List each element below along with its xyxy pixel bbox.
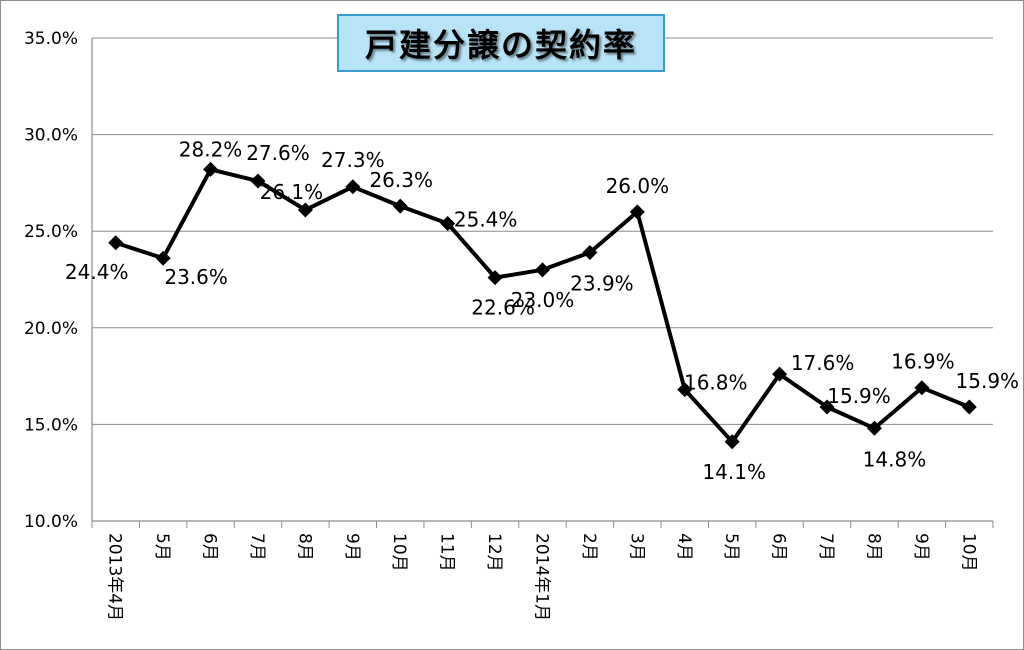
- data-label: 26.1%: [260, 180, 324, 204]
- data-point-marker: [345, 179, 361, 195]
- data-label: 14.1%: [702, 460, 766, 484]
- data-point-marker: [440, 215, 456, 231]
- x-tick-label: 7月: [816, 533, 836, 561]
- data-point-marker: [724, 434, 740, 450]
- x-tick-label: 3月: [626, 533, 646, 561]
- y-tick-label: 35.0%: [24, 29, 78, 49]
- x-tick-label: 4月: [674, 533, 694, 561]
- chart-title: 戸建分譲の契約率: [364, 26, 637, 64]
- x-tick-label: 11月: [437, 533, 457, 572]
- x-tick-label: 8月: [294, 533, 314, 561]
- data-label: 15.9%: [956, 369, 1020, 393]
- data-point-marker: [772, 366, 788, 382]
- data-label: 26.3%: [369, 168, 433, 192]
- x-tick-label: 10月: [958, 533, 978, 572]
- data-point-marker: [297, 202, 313, 218]
- x-tick-label: 5月: [152, 533, 172, 561]
- data-label: 26.0%: [606, 174, 670, 198]
- data-label: 17.6%: [791, 351, 855, 375]
- x-tick-label: 8月: [863, 533, 883, 561]
- data-label: 16.9%: [891, 350, 955, 374]
- data-point-marker: [535, 262, 550, 278]
- data-label: 15.9%: [827, 384, 891, 408]
- data-label: 16.8%: [684, 371, 748, 395]
- x-tick-label: 6月: [200, 533, 220, 561]
- data-point-marker: [914, 380, 930, 396]
- data-point-marker: [487, 270, 503, 286]
- y-tick-label: 10.0%: [24, 512, 78, 532]
- y-tick-label: 30.0%: [24, 126, 78, 146]
- x-tick-label: 9月: [342, 533, 362, 561]
- data-label: 23.0%: [511, 288, 575, 312]
- data-point-marker: [819, 399, 835, 415]
- x-tick-label: 5月: [721, 533, 741, 561]
- x-tick-label: 6月: [769, 533, 789, 561]
- x-tick-label: 7月: [247, 533, 267, 561]
- data-point-marker: [250, 173, 266, 189]
- data-label: 25.4%: [454, 207, 518, 231]
- data-point-marker: [629, 204, 645, 220]
- y-tick-label: 20.0%: [24, 319, 78, 339]
- x-tick-label: 2014年1月: [532, 533, 552, 621]
- data-point-marker: [108, 235, 124, 251]
- y-tick-label: 15.0%: [24, 415, 78, 435]
- data-label: 27.6%: [246, 141, 310, 165]
- data-point-marker: [582, 244, 598, 260]
- data-label: 27.3%: [321, 148, 385, 172]
- data-label: 14.8%: [863, 447, 927, 471]
- data-label: 22.6%: [471, 296, 535, 320]
- data-point-marker: [392, 198, 408, 214]
- x-tick-label: 2013年4月: [105, 533, 125, 621]
- data-point-marker: [203, 161, 219, 177]
- x-tick-label: 9月: [911, 533, 931, 561]
- data-point-marker: [155, 250, 171, 266]
- data-label: 23.6%: [164, 265, 228, 289]
- data-point-marker: [866, 420, 882, 436]
- y-tick-label: 25.0%: [24, 222, 78, 242]
- data-label: 23.9%: [570, 271, 634, 295]
- data-label: 24.4%: [65, 260, 129, 284]
- x-tick-label: 10月: [389, 533, 409, 572]
- data-label: 28.2%: [179, 137, 243, 161]
- data-point-marker: [961, 399, 977, 415]
- chart-title-box: 戸建分譲の契約率: [337, 14, 665, 72]
- x-tick-label: 12月: [484, 533, 504, 572]
- data-point-marker: [677, 382, 693, 398]
- x-tick-label: 2月: [579, 533, 599, 561]
